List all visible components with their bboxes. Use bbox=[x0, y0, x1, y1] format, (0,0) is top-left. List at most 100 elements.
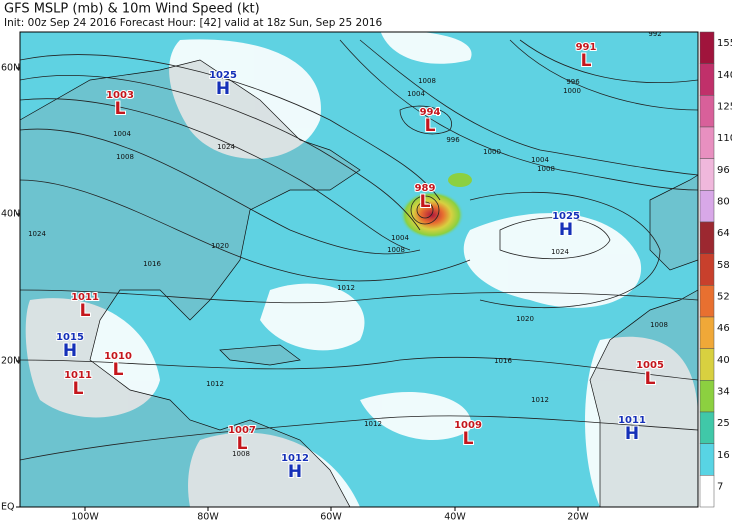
colorbar-label: 110 bbox=[717, 133, 732, 144]
map-area: 992 996 1000 1004 1008 996 1000 1004 100… bbox=[20, 30, 698, 507]
isobar-label: 996 bbox=[446, 136, 460, 144]
colorbar-label: 125 bbox=[717, 101, 732, 112]
colorbar-swatch bbox=[699, 285, 715, 318]
isobar-label: 1008 bbox=[537, 165, 555, 173]
isobar-label: 1024 bbox=[28, 230, 46, 238]
center-symbol: L bbox=[80, 301, 91, 321]
lon-label: 100W bbox=[71, 512, 99, 523]
isobar-label: 1024 bbox=[551, 248, 569, 256]
center-value: 1015 bbox=[56, 332, 84, 343]
colorbar-swatch bbox=[699, 348, 715, 381]
lon-label: 60W bbox=[320, 512, 342, 523]
isobar-label: 1012 bbox=[206, 380, 224, 388]
center-value: 1003 bbox=[106, 90, 134, 101]
colorbar-label: 52 bbox=[717, 291, 730, 302]
isobar-label: 1004 bbox=[113, 130, 131, 138]
colorbar-swatch bbox=[699, 443, 715, 476]
center-value: 989 bbox=[415, 183, 436, 194]
colorbar-label: 155 bbox=[717, 38, 732, 49]
center-value: 1012 bbox=[281, 453, 309, 464]
isobar-label: 1012 bbox=[364, 420, 382, 428]
center-symbol: L bbox=[237, 434, 248, 454]
isobar-label: 992 bbox=[648, 30, 661, 38]
center-symbol: L bbox=[115, 99, 126, 119]
center-symbol: L bbox=[463, 429, 474, 449]
colorbar-label: 34 bbox=[717, 386, 730, 397]
isobar-label: 1008 bbox=[418, 77, 436, 85]
colorbar-swatch bbox=[699, 475, 715, 508]
title: GFS MSLP (mb) & 10m Wind Speed (kt) bbox=[4, 2, 260, 17]
colorbar-swatch bbox=[699, 158, 715, 191]
colorbar-label: 40 bbox=[717, 355, 730, 366]
isobar-label: 1000 bbox=[563, 87, 581, 95]
isobar-label: 1016 bbox=[494, 357, 512, 365]
colorbar-swatch bbox=[699, 63, 715, 96]
center-symbol: H bbox=[63, 341, 77, 361]
isobar-label: 996 bbox=[566, 78, 580, 86]
colorbar-label: 140 bbox=[717, 70, 732, 81]
isobar-labels: 992 996 1000 1004 1008 996 1000 1004 100… bbox=[28, 30, 668, 458]
center-value: 991 bbox=[576, 42, 597, 53]
center-symbol: L bbox=[73, 379, 84, 399]
colorbar-label: 64 bbox=[717, 228, 730, 239]
center-value: 1011 bbox=[64, 370, 92, 381]
isobar-label: 1008 bbox=[387, 246, 405, 254]
colorbar-label: 7 bbox=[717, 481, 723, 492]
isobar-label: 1012 bbox=[337, 284, 355, 292]
storm-core bbox=[400, 191, 464, 239]
lat-label: EQ bbox=[1, 502, 14, 513]
isobars bbox=[20, 39, 698, 461]
center-symbol: L bbox=[581, 51, 592, 71]
isobar-label: 1008 bbox=[116, 153, 134, 161]
center-value: 1007 bbox=[228, 425, 256, 436]
isobar-label: 1004 bbox=[407, 90, 425, 98]
center-value: 1010 bbox=[104, 351, 132, 362]
center-value: 1025 bbox=[552, 211, 580, 222]
center-value: 1025 bbox=[209, 70, 237, 81]
colorbar-swatch bbox=[699, 411, 715, 444]
subtitle: Init: 00z Sep 24 2016 Forecast Hour: [42… bbox=[4, 17, 382, 29]
lon-label: 20W bbox=[567, 512, 589, 523]
colorbar-label: 80 bbox=[717, 196, 730, 207]
center-symbol: L bbox=[113, 360, 124, 380]
colorbar-swatch bbox=[699, 380, 715, 413]
map-frame bbox=[19, 31, 699, 508]
colorbar-label: 16 bbox=[717, 450, 730, 461]
center-symbol: H bbox=[625, 424, 639, 444]
isobar-label: 1000 bbox=[483, 148, 501, 156]
land bbox=[20, 59, 698, 507]
center-value: 1005 bbox=[636, 360, 664, 371]
center-symbol: H bbox=[559, 220, 573, 240]
colorbar-swatch bbox=[699, 31, 715, 64]
lat-label: 20N bbox=[1, 356, 20, 367]
wind-max bbox=[448, 173, 472, 187]
center-symbol: L bbox=[425, 116, 436, 136]
colorbar-swatch bbox=[699, 126, 715, 159]
colorbar: 155 140 125 110 96 80 64 58 52 46 40 34 25 16 7 bbox=[699, 31, 732, 508]
center-value: 994 bbox=[420, 107, 441, 118]
center-value: 1009 bbox=[454, 420, 482, 431]
center-symbol: H bbox=[216, 79, 230, 99]
center-symbol: H bbox=[288, 462, 302, 482]
isobar-label: 1004 bbox=[391, 234, 409, 242]
isobar-label: 1016 bbox=[143, 260, 161, 268]
isobar-label: 1020 bbox=[211, 242, 229, 250]
colorbar-swatch bbox=[699, 95, 715, 128]
isobar-label: 1024 bbox=[217, 143, 235, 151]
lat-label: 40N bbox=[1, 209, 20, 220]
lat-label: 60N bbox=[1, 63, 20, 74]
lon-label: 40W bbox=[444, 512, 466, 523]
colorbar-swatch bbox=[699, 316, 715, 349]
colorbar-label: 46 bbox=[717, 323, 730, 334]
center-value: 1011 bbox=[71, 292, 99, 303]
isobar-label: 1020 bbox=[516, 315, 534, 323]
lat-axis: 60N 40N 20N EQ bbox=[1, 63, 20, 513]
colorbar-label: 96 bbox=[717, 165, 730, 176]
center-symbol: L bbox=[645, 369, 656, 389]
colorbar-label: 58 bbox=[717, 260, 730, 271]
lon-label: 80W bbox=[197, 512, 219, 523]
isobar-label: 1008 bbox=[650, 321, 668, 329]
colorbar-swatch bbox=[699, 190, 715, 223]
